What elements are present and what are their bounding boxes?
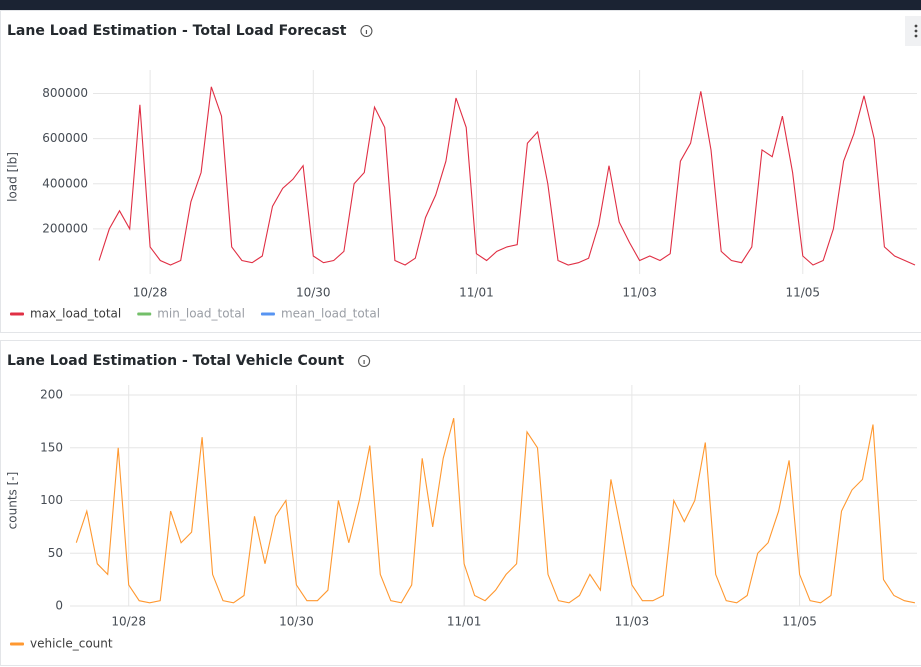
menu-dot — [914, 34, 918, 38]
y-tick-label: 50 — [48, 546, 63, 560]
legend-swatch[interactable] — [10, 642, 24, 646]
y-axis-label: counts [-] — [6, 472, 20, 530]
legend-label[interactable]: max_load_total — [30, 307, 121, 321]
top-banner — [0, 0, 921, 10]
legend-label[interactable]: min_load_total — [157, 307, 245, 321]
menu-dot — [914, 29, 918, 33]
series-line — [98, 86, 916, 266]
x-tick-label: 11/05 — [782, 615, 817, 629]
y-tick-label: 600000 — [42, 131, 88, 145]
x-tick-label: 10/30 — [296, 286, 331, 300]
menu-dot — [914, 24, 918, 28]
y-tick-label: 400000 — [42, 176, 88, 190]
y-axis-label: load [lb] — [6, 152, 20, 202]
legend-swatch[interactable] — [10, 312, 24, 316]
y-tick-label: 0 — [55, 599, 63, 613]
x-tick-label: 11/03 — [622, 286, 657, 300]
y-tick-label: 200000 — [42, 221, 88, 235]
x-tick-label: 10/28 — [111, 615, 146, 629]
legend-swatch[interactable] — [260, 312, 275, 316]
y-tick-label: 800000 — [42, 86, 88, 100]
info-icon[interactable] — [358, 354, 371, 368]
x-tick-label: 10/30 — [279, 615, 314, 629]
y-tick-label: 100 — [40, 493, 63, 507]
legend-label[interactable]: mean_load_total — [281, 307, 380, 321]
x-tick-label: 11/01 — [459, 286, 494, 300]
legend-label[interactable]: vehicle_count — [30, 637, 113, 651]
x-tick-label: 10/28 — [133, 286, 168, 300]
x-tick-label: 11/01 — [447, 615, 482, 629]
series-line — [75, 418, 916, 604]
info-icon[interactable] — [360, 24, 373, 38]
panel-title: Lane Load Estimation - Total Load Foreca… — [7, 23, 347, 39]
y-tick-label: 200 — [40, 388, 63, 402]
menu-button[interactable] — [905, 16, 921, 46]
x-tick-label: 11/05 — [785, 286, 820, 300]
y-tick-label: 150 — [40, 440, 63, 454]
legend-swatch[interactable] — [137, 312, 152, 316]
x-tick-label: 11/03 — [615, 615, 650, 629]
panel-title: Lane Load Estimation - Total Vehicle Cou… — [7, 353, 344, 369]
panel — [0, 10, 921, 333]
